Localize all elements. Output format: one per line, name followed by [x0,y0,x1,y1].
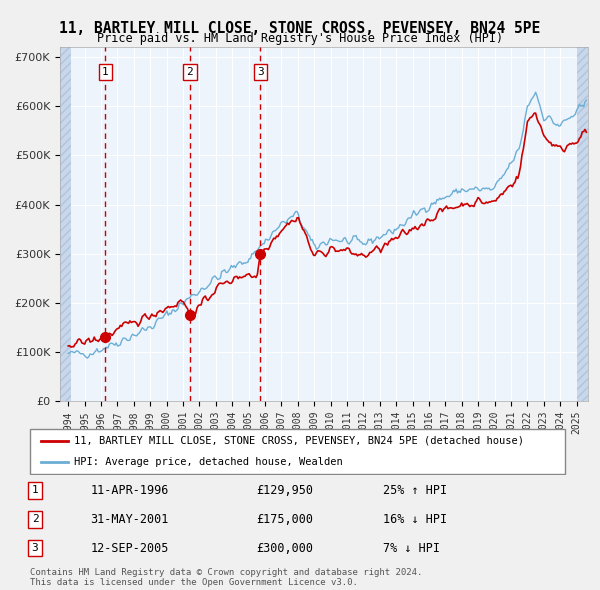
Text: 2: 2 [32,514,38,524]
Text: 11, BARTLEY MILL CLOSE, STONE CROSS, PEVENSEY, BN24 5PE: 11, BARTLEY MILL CLOSE, STONE CROSS, PEV… [59,21,541,35]
Text: 16% ↓ HPI: 16% ↓ HPI [383,513,447,526]
Text: 31-MAY-2001: 31-MAY-2001 [90,513,169,526]
Text: £129,950: £129,950 [256,484,313,497]
Text: HPI: Average price, detached house, Wealden: HPI: Average price, detached house, Weal… [74,457,343,467]
Text: 11-APR-1996: 11-APR-1996 [90,484,169,497]
Text: £175,000: £175,000 [256,513,313,526]
Text: 1: 1 [32,486,38,495]
Text: 3: 3 [257,67,263,77]
Text: This data is licensed under the Open Government Licence v3.0.: This data is licensed under the Open Gov… [30,578,358,587]
Text: 1: 1 [102,67,109,77]
Bar [577,47,588,401]
Text: £300,000: £300,000 [256,542,313,555]
Text: 11, BARTLEY MILL CLOSE, STONE CROSS, PEVENSEY, BN24 5PE (detached house): 11, BARTLEY MILL CLOSE, STONE CROSS, PEV… [74,436,524,446]
Text: 25% ↑ HPI: 25% ↑ HPI [383,484,447,497]
Text: 2: 2 [187,67,193,77]
Text: Price paid vs. HM Land Registry's House Price Index (HPI): Price paid vs. HM Land Registry's House … [97,32,503,45]
Text: 7% ↓ HPI: 7% ↓ HPI [383,542,440,555]
Bar [60,47,71,401]
Text: 3: 3 [32,543,38,553]
Text: 12-SEP-2005: 12-SEP-2005 [90,542,169,555]
Text: Contains HM Land Registry data © Crown copyright and database right 2024.: Contains HM Land Registry data © Crown c… [30,568,422,576]
FancyBboxPatch shape [29,429,565,474]
